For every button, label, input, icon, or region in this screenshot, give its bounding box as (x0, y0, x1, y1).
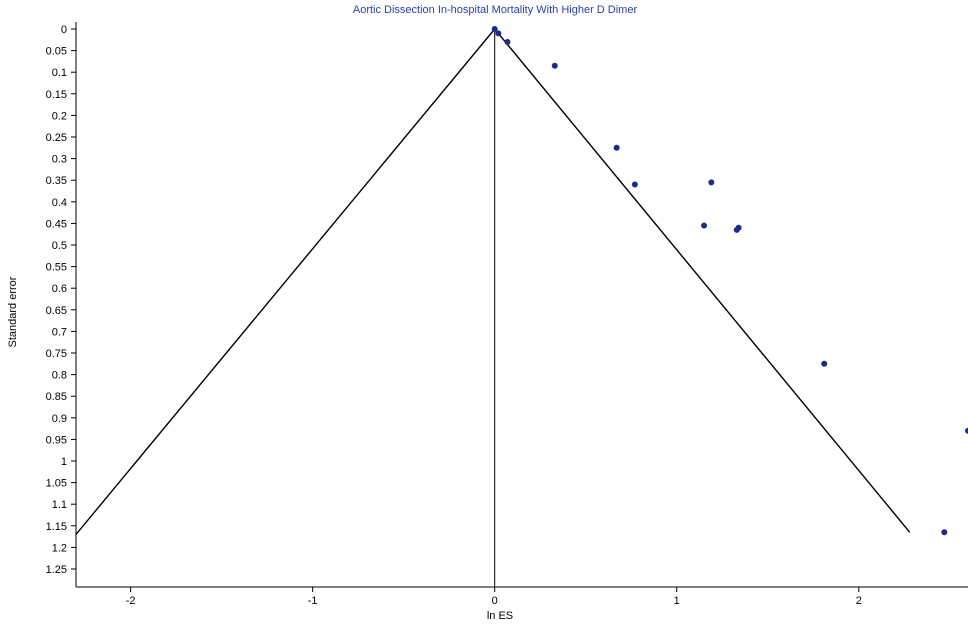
x-tick-label: -1 (308, 595, 318, 607)
y-tick-label: 1.05 (46, 478, 67, 490)
x-tick-label: 0 (492, 595, 498, 607)
y-tick-label: 0.75 (46, 348, 67, 360)
y-tick-label: 0.1 (52, 67, 67, 79)
chart-title: Aortic Dissection In-hospital Mortality … (353, 4, 638, 16)
study-point (941, 529, 948, 536)
y-tick-label: 1.2 (52, 542, 67, 554)
y-tick-label: 1.1 (52, 499, 67, 511)
y-tick-label: 0.15 (46, 89, 67, 101)
y-tick-label: 0.9 (52, 413, 67, 425)
y-tick-label: 0.8 (52, 370, 67, 382)
y-tick-label: 0.5 (52, 240, 67, 252)
study-point (965, 427, 968, 434)
x-tick-label: -2 (126, 595, 136, 607)
funnel-right-limit (494, 28, 911, 533)
y-tick-label: 0.95 (46, 434, 67, 446)
study-point (491, 26, 498, 32)
y-tick-label: 0 (61, 24, 67, 36)
plot-area: 0 0.05 0.1 0.15 0.2 0.25 0.3 0.35 0.4 0.45 0.5 0.55… (46, 22, 968, 607)
study-point (613, 144, 620, 151)
study-point (495, 30, 502, 37)
y-tick-label: 0.25 (46, 132, 67, 144)
y-tick-label: 0.4 (52, 197, 67, 209)
study-point (631, 181, 638, 188)
y-tick-label: 1.15 (46, 521, 67, 533)
y-tick-label: 0.55 (46, 262, 67, 274)
y-tick-label: 0.85 (46, 391, 67, 403)
y-tick-label: 0.6 (52, 283, 67, 295)
funnel-left-limit (75, 28, 496, 535)
x-tick-label: 1 (674, 595, 680, 607)
study-point (735, 224, 742, 231)
y-tick-label: 1.25 (46, 564, 67, 576)
y-tick-label: 0.35 (46, 175, 67, 187)
x-tick-label: 2 (856, 595, 862, 607)
x-axis-label: ln ES (487, 610, 513, 622)
y-tick-label: 0.2 (52, 110, 67, 122)
y-tick-label: 0.65 (46, 305, 67, 317)
y-tick-label: 0.05 (46, 46, 67, 58)
y-tick-label: 0.3 (52, 154, 67, 166)
study-point (504, 38, 511, 45)
y-tick-label: 0.7 (52, 326, 67, 338)
study-point (821, 360, 828, 367)
study-point (551, 62, 558, 69)
y-axis-label: Standard error (7, 276, 19, 347)
y-tick-label: 0.45 (46, 218, 67, 230)
y-tick-label: 1 (61, 456, 67, 468)
study-point (708, 179, 715, 186)
study-point (701, 222, 708, 229)
